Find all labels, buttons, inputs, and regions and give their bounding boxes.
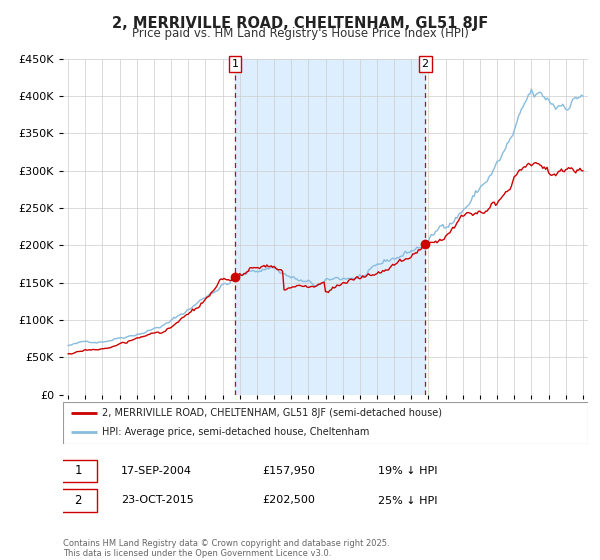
FancyBboxPatch shape	[59, 489, 97, 512]
Text: 1: 1	[232, 59, 238, 69]
Text: HPI: Average price, semi-detached house, Cheltenham: HPI: Average price, semi-detached house,…	[103, 427, 370, 437]
Text: 17-SEP-2004: 17-SEP-2004	[121, 466, 192, 476]
Text: 2, MERRIVILLE ROAD, CHELTENHAM, GL51 8JF (semi-detached house): 2, MERRIVILLE ROAD, CHELTENHAM, GL51 8JF…	[103, 408, 442, 418]
Text: 1: 1	[74, 464, 82, 478]
Text: Price paid vs. HM Land Registry's House Price Index (HPI): Price paid vs. HM Land Registry's House …	[131, 27, 469, 40]
Text: Contains HM Land Registry data © Crown copyright and database right 2025.
This d: Contains HM Land Registry data © Crown c…	[63, 539, 389, 558]
FancyBboxPatch shape	[63, 402, 588, 444]
FancyBboxPatch shape	[59, 460, 97, 482]
Text: £157,950: £157,950	[263, 466, 316, 476]
Text: £202,500: £202,500	[263, 496, 316, 506]
Text: 2, MERRIVILLE ROAD, CHELTENHAM, GL51 8JF: 2, MERRIVILLE ROAD, CHELTENHAM, GL51 8JF	[112, 16, 488, 31]
Text: 19% ↓ HPI: 19% ↓ HPI	[378, 466, 437, 476]
Text: 25% ↓ HPI: 25% ↓ HPI	[378, 496, 437, 506]
Text: 2: 2	[422, 59, 429, 69]
Text: 23-OCT-2015: 23-OCT-2015	[121, 496, 193, 506]
Bar	[235, 59, 425, 395]
Text: 2: 2	[74, 494, 82, 507]
